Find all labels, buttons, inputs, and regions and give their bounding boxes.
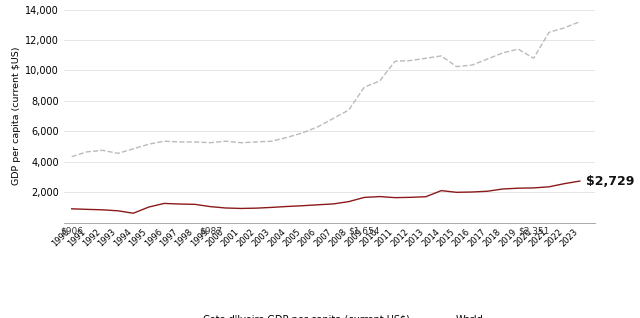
- Cote d'Ivoire GDP per capita (current US$): [83, 207, 91, 211]
- World: [253, 140, 260, 144]
- Text: $1,654: $1,654: [349, 226, 380, 235]
- Cote d'Ivoire GDP per capita (current US$): [515, 186, 522, 190]
- Cote d'Ivoire GDP per capita (current US$): [437, 189, 445, 192]
- World: [406, 59, 414, 62]
- World: [175, 140, 183, 144]
- Cote d'Ivoire GDP per capita (current US$): [145, 205, 152, 209]
- Text: $987: $987: [199, 226, 222, 235]
- World: [191, 140, 198, 144]
- World: [330, 116, 337, 120]
- World: [468, 63, 476, 67]
- Cote d'Ivoire GDP per capita (current US$): [160, 202, 168, 205]
- Cote d'Ivoire GDP per capita (current US$): [576, 179, 584, 183]
- Text: $2,351: $2,351: [518, 226, 549, 235]
- World: [376, 79, 383, 83]
- World: [160, 139, 168, 143]
- World: [114, 151, 122, 155]
- Cote d'Ivoire GDP per capita (current US$): [129, 211, 137, 215]
- Cote d'Ivoire GDP per capita (current US$): [561, 182, 568, 185]
- World: [530, 56, 538, 60]
- World: [129, 147, 137, 151]
- Text: $2,729: $2,729: [586, 175, 634, 188]
- World: [437, 54, 445, 58]
- Cote d'Ivoire GDP per capita (current US$): [299, 204, 307, 208]
- Line: World: World: [72, 22, 580, 157]
- Cote d'Ivoire GDP per capita (current US$): [330, 202, 337, 206]
- Cote d'Ivoire GDP per capita (current US$): [207, 205, 214, 209]
- World: [345, 108, 353, 112]
- Cote d'Ivoire GDP per capita (current US$): [345, 200, 353, 204]
- World: [268, 139, 276, 143]
- World: [284, 135, 291, 139]
- Text: $906: $906: [60, 226, 83, 235]
- Cote d'Ivoire GDP per capita (current US$): [499, 187, 507, 191]
- World: [576, 20, 584, 24]
- Cote d'Ivoire GDP per capita (current US$): [406, 196, 414, 199]
- World: [299, 131, 307, 135]
- World: [515, 47, 522, 51]
- Cote d'Ivoire GDP per capita (current US$): [530, 186, 538, 190]
- World: [499, 51, 507, 55]
- Cote d'Ivoire GDP per capita (current US$): [253, 206, 260, 210]
- World: [314, 125, 322, 128]
- Cote d'Ivoire GDP per capita (current US$): [314, 203, 322, 207]
- World: [561, 26, 568, 30]
- Line: Cote d'Ivoire GDP per capita (current US$): Cote d'Ivoire GDP per capita (current US…: [72, 181, 580, 213]
- Legend: Cote d'Ivoire GDP per capita (current US$), World: Cote d'Ivoire GDP per capita (current US…: [172, 311, 488, 318]
- Cote d'Ivoire GDP per capita (current US$): [376, 195, 383, 198]
- Cote d'Ivoire GDP per capita (current US$): [422, 195, 429, 199]
- World: [422, 56, 429, 60]
- World: [484, 57, 492, 61]
- Cote d'Ivoire GDP per capita (current US$): [114, 209, 122, 213]
- World: [99, 149, 106, 152]
- World: [68, 155, 76, 159]
- Cote d'Ivoire GDP per capita (current US$): [545, 185, 553, 189]
- Cote d'Ivoire GDP per capita (current US$): [191, 203, 198, 206]
- Cote d'Ivoire GDP per capita (current US$): [222, 206, 230, 210]
- Cote d'Ivoire GDP per capita (current US$): [468, 190, 476, 194]
- World: [391, 59, 399, 63]
- Cote d'Ivoire GDP per capita (current US$): [484, 189, 492, 193]
- World: [222, 139, 230, 143]
- World: [145, 142, 152, 146]
- Cote d'Ivoire GDP per capita (current US$): [68, 207, 76, 211]
- World: [83, 150, 91, 154]
- Y-axis label: GDP per capita (current $US): GDP per capita (current $US): [12, 47, 21, 185]
- Cote d'Ivoire GDP per capita (current US$): [284, 204, 291, 208]
- Cote d'Ivoire GDP per capita (current US$): [175, 202, 183, 206]
- World: [452, 65, 460, 68]
- World: [360, 85, 368, 89]
- World: [237, 141, 245, 145]
- Cote d'Ivoire GDP per capita (current US$): [391, 196, 399, 200]
- World: [207, 141, 214, 145]
- Cote d'Ivoire GDP per capita (current US$): [268, 205, 276, 209]
- Cote d'Ivoire GDP per capita (current US$): [99, 208, 106, 212]
- Cote d'Ivoire GDP per capita (current US$): [237, 206, 245, 210]
- Cote d'Ivoire GDP per capita (current US$): [452, 190, 460, 194]
- Cote d'Ivoire GDP per capita (current US$): [360, 196, 368, 199]
- World: [545, 31, 553, 34]
